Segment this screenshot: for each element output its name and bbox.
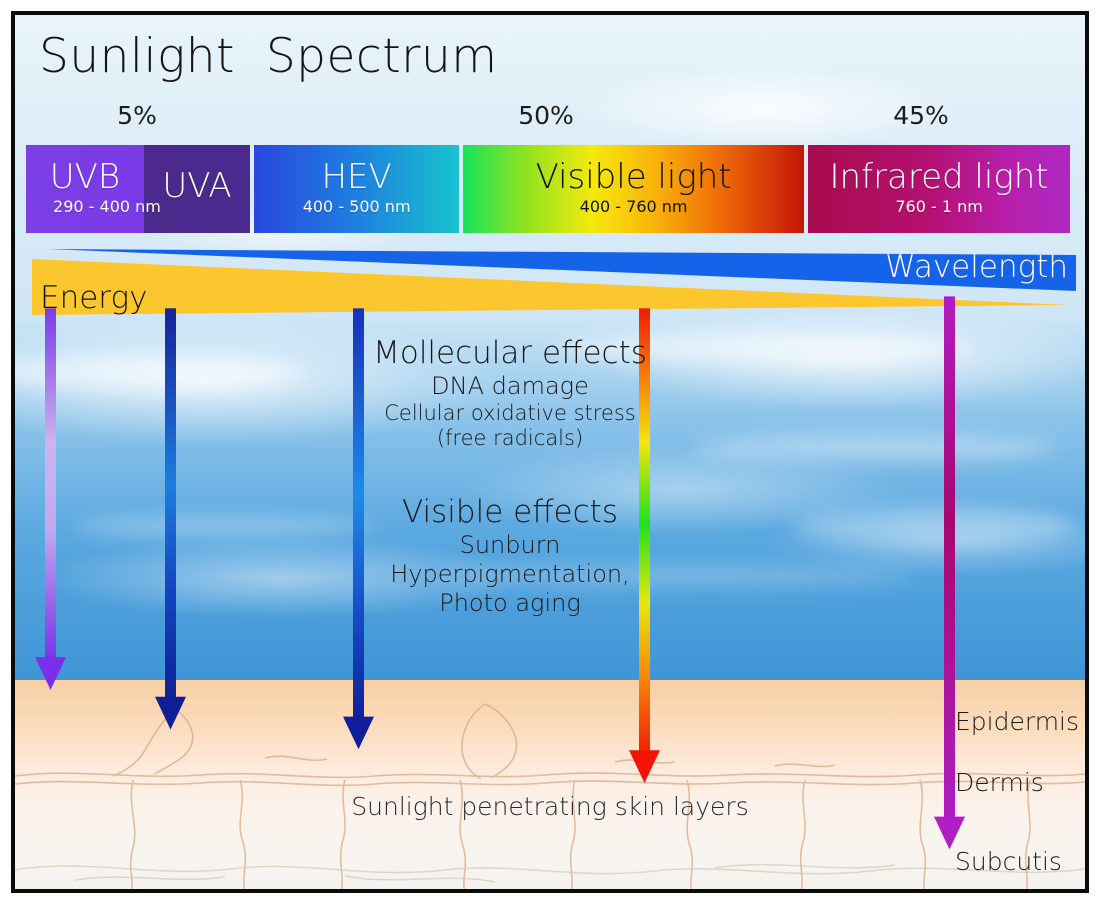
energy-label: Energy [40,280,148,316]
skin-cross-section [15,680,1085,889]
molecular-effect-item: DNA damage [431,371,589,400]
skin-layer-label-dermis: Dermis [955,768,1044,797]
spectrum-band-visible[interactable]: Visible light 400 - 760 nm [463,145,805,233]
visible-effect-item: Hyperpigmentation, [390,559,630,588]
percent-label-visible: 50% [518,101,574,130]
skin-layer-label-epidermis: Epidermis [955,707,1080,736]
band-range-infrared: 760 - 1 nm [895,197,983,217]
band-name-hev: HEV [321,157,392,198]
cloud-streak [795,505,1075,545]
band-range-uvb: 290 - 400 nm [53,197,161,217]
molecular-effect-item: (free radicals) [436,426,584,451]
spectrum-bar: UVB 290 - 400 nm UVA HEV 400 - 500 nm Vi… [26,145,1070,233]
percent-label-infrared: 45% [893,101,949,130]
molecular-effects-heading: Mollecular effects [373,335,647,371]
percent-label-uv: 5% [117,101,157,130]
visible-effect-item: Sunburn [459,530,561,559]
spectrum-band-hev[interactable]: HEV 400 - 500 nm [254,145,460,233]
energy-triangle [32,259,1070,315]
band-name-infrared: Infrared light [829,157,1049,198]
wavelength-label: Wavelength [885,249,1068,285]
cloud-streak [695,435,1055,461]
page-title: Sunlight Spectrum [39,29,498,84]
skin-layer-label-subcutis: Subcutis [955,847,1062,876]
penetration-caption: Sunlight penetrating skin layers [351,792,749,821]
spectrum-band-infrared[interactable]: Infrared light 760 - 1 nm [808,145,1070,233]
visible-effect-item: Photo aging [439,589,581,618]
text-spacer [367,452,653,494]
cloud-streak [75,515,375,539]
triangle-shapes [32,249,1076,315]
band-name-visible: Visible light [535,157,732,198]
energy-wavelength-diagram: Energy Wavelength [26,243,1082,327]
cloud-streak [15,355,305,389]
infographic-frame: Sunlight Spectrum 5% 50% 45% UVB 290 - 4… [11,11,1089,893]
wavelength-triangle [48,249,1076,291]
band-name-uvb: UVB [49,157,121,198]
band-name-uva: UVA [162,166,232,206]
visible-effects-heading: Visible effects [402,494,618,531]
band-range-visible: 400 - 760 nm [579,197,688,217]
effects-text-block: Mollecular effects DNA damage Cellular o… [367,335,653,618]
band-range-hev: 400 - 500 nm [302,197,411,217]
molecular-effect-item: Cellular oxidative stress [384,400,636,425]
spectrum-band-uv[interactable]: UVB 290 - 400 nm UVA [26,145,251,233]
